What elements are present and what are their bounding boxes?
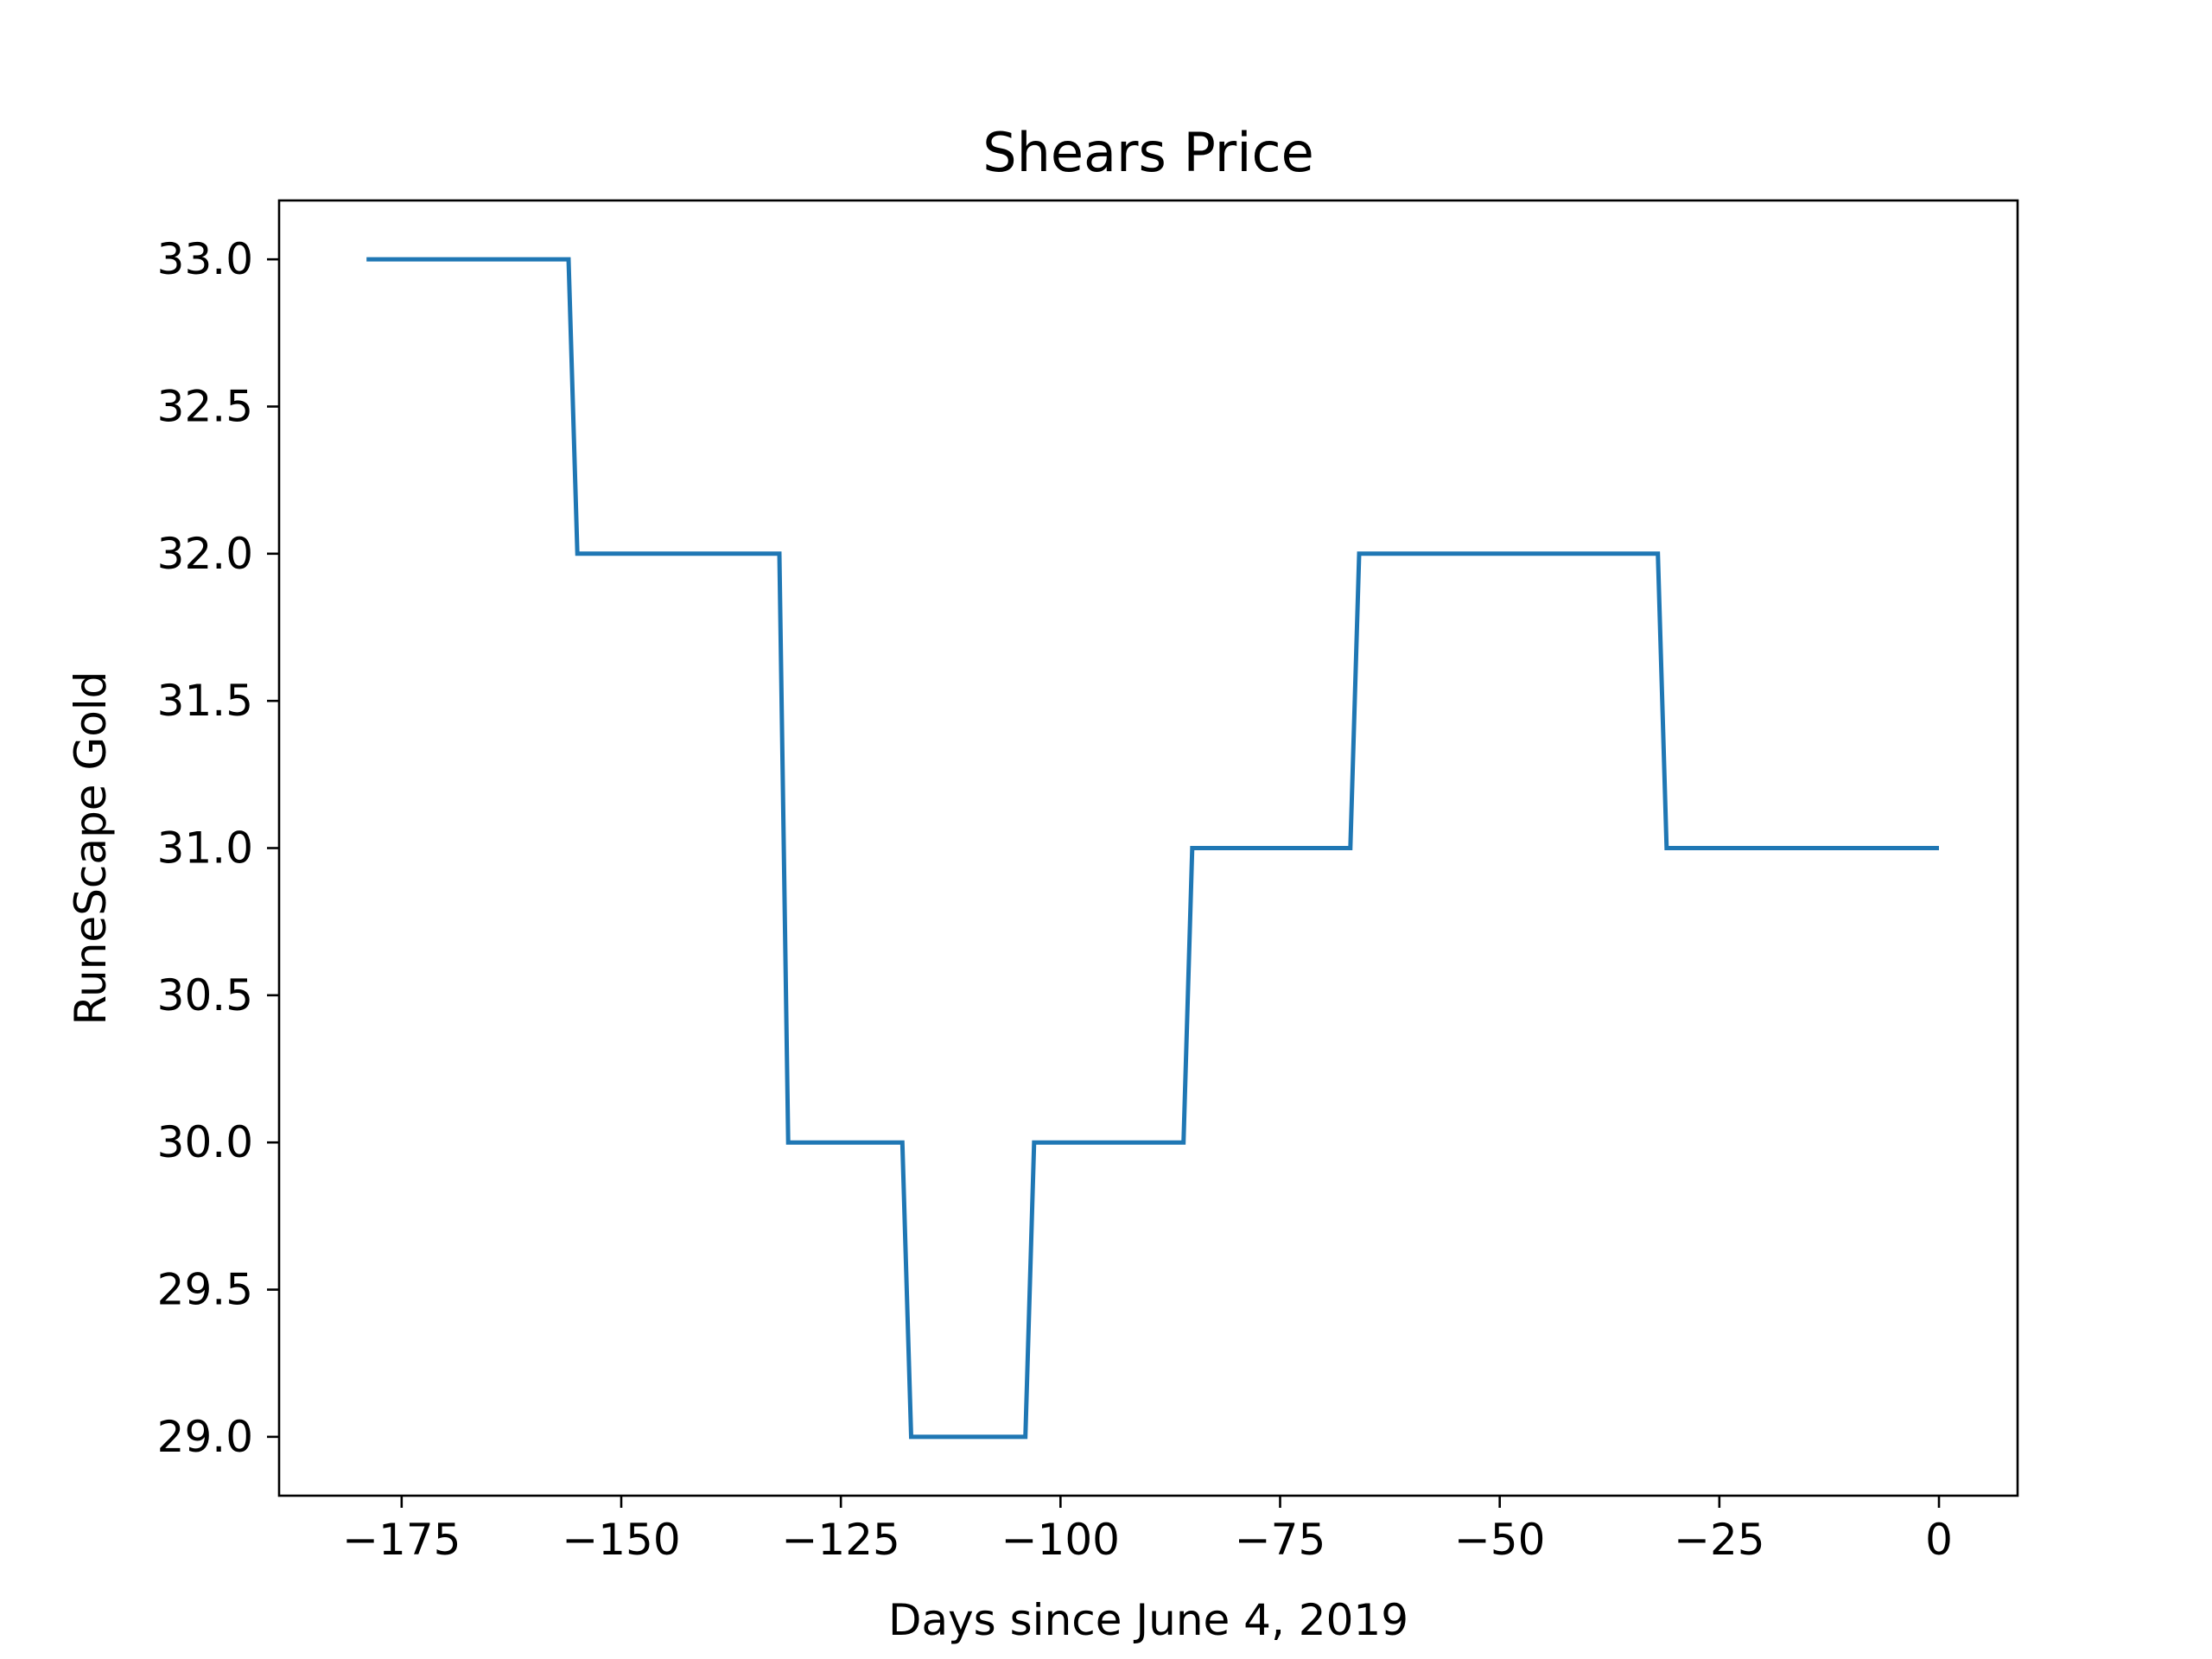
y-axis-ticks: 29.0 29.5 30.0 30.5 31.0 31.5 32.0 32.5 33.0 <box>157 234 279 1462</box>
y-tick-label: 33.0 <box>157 234 253 284</box>
x-tick-label: −150 <box>562 1515 680 1565</box>
x-tick-label: 0 <box>1925 1515 1953 1565</box>
y-tick-label: 31.5 <box>157 676 253 726</box>
x-tick-label: −50 <box>1454 1515 1546 1565</box>
x-tick-label: −125 <box>781 1515 899 1565</box>
x-axis-label: Days since June 4, 2019 <box>888 1595 1408 1645</box>
y-tick-label: 30.5 <box>157 970 253 1020</box>
y-tick-label: 29.0 <box>157 1412 253 1462</box>
y-axis-label: RuneScape Gold <box>66 671 116 1026</box>
x-axis-ticks: −175 −150 −125 −100 −75 −50 −25 0 <box>342 1496 1953 1565</box>
series-line <box>366 257 1939 1440</box>
x-tick-label: −75 <box>1235 1515 1326 1565</box>
x-tick-label: −25 <box>1674 1515 1765 1565</box>
y-tick-label: 29.5 <box>157 1265 253 1315</box>
x-tick-label: −175 <box>342 1515 461 1565</box>
y-tick-label: 30.0 <box>157 1117 253 1167</box>
series-layer <box>366 257 1939 1440</box>
y-tick-label: 32.5 <box>157 381 253 431</box>
x-tick-label: −100 <box>1001 1515 1120 1565</box>
y-tick-label: 32.0 <box>157 529 253 579</box>
y-tick-label: 31.0 <box>157 823 253 874</box>
plot-frame <box>277 199 2019 1497</box>
chart-title: Shears Price <box>982 121 1314 184</box>
